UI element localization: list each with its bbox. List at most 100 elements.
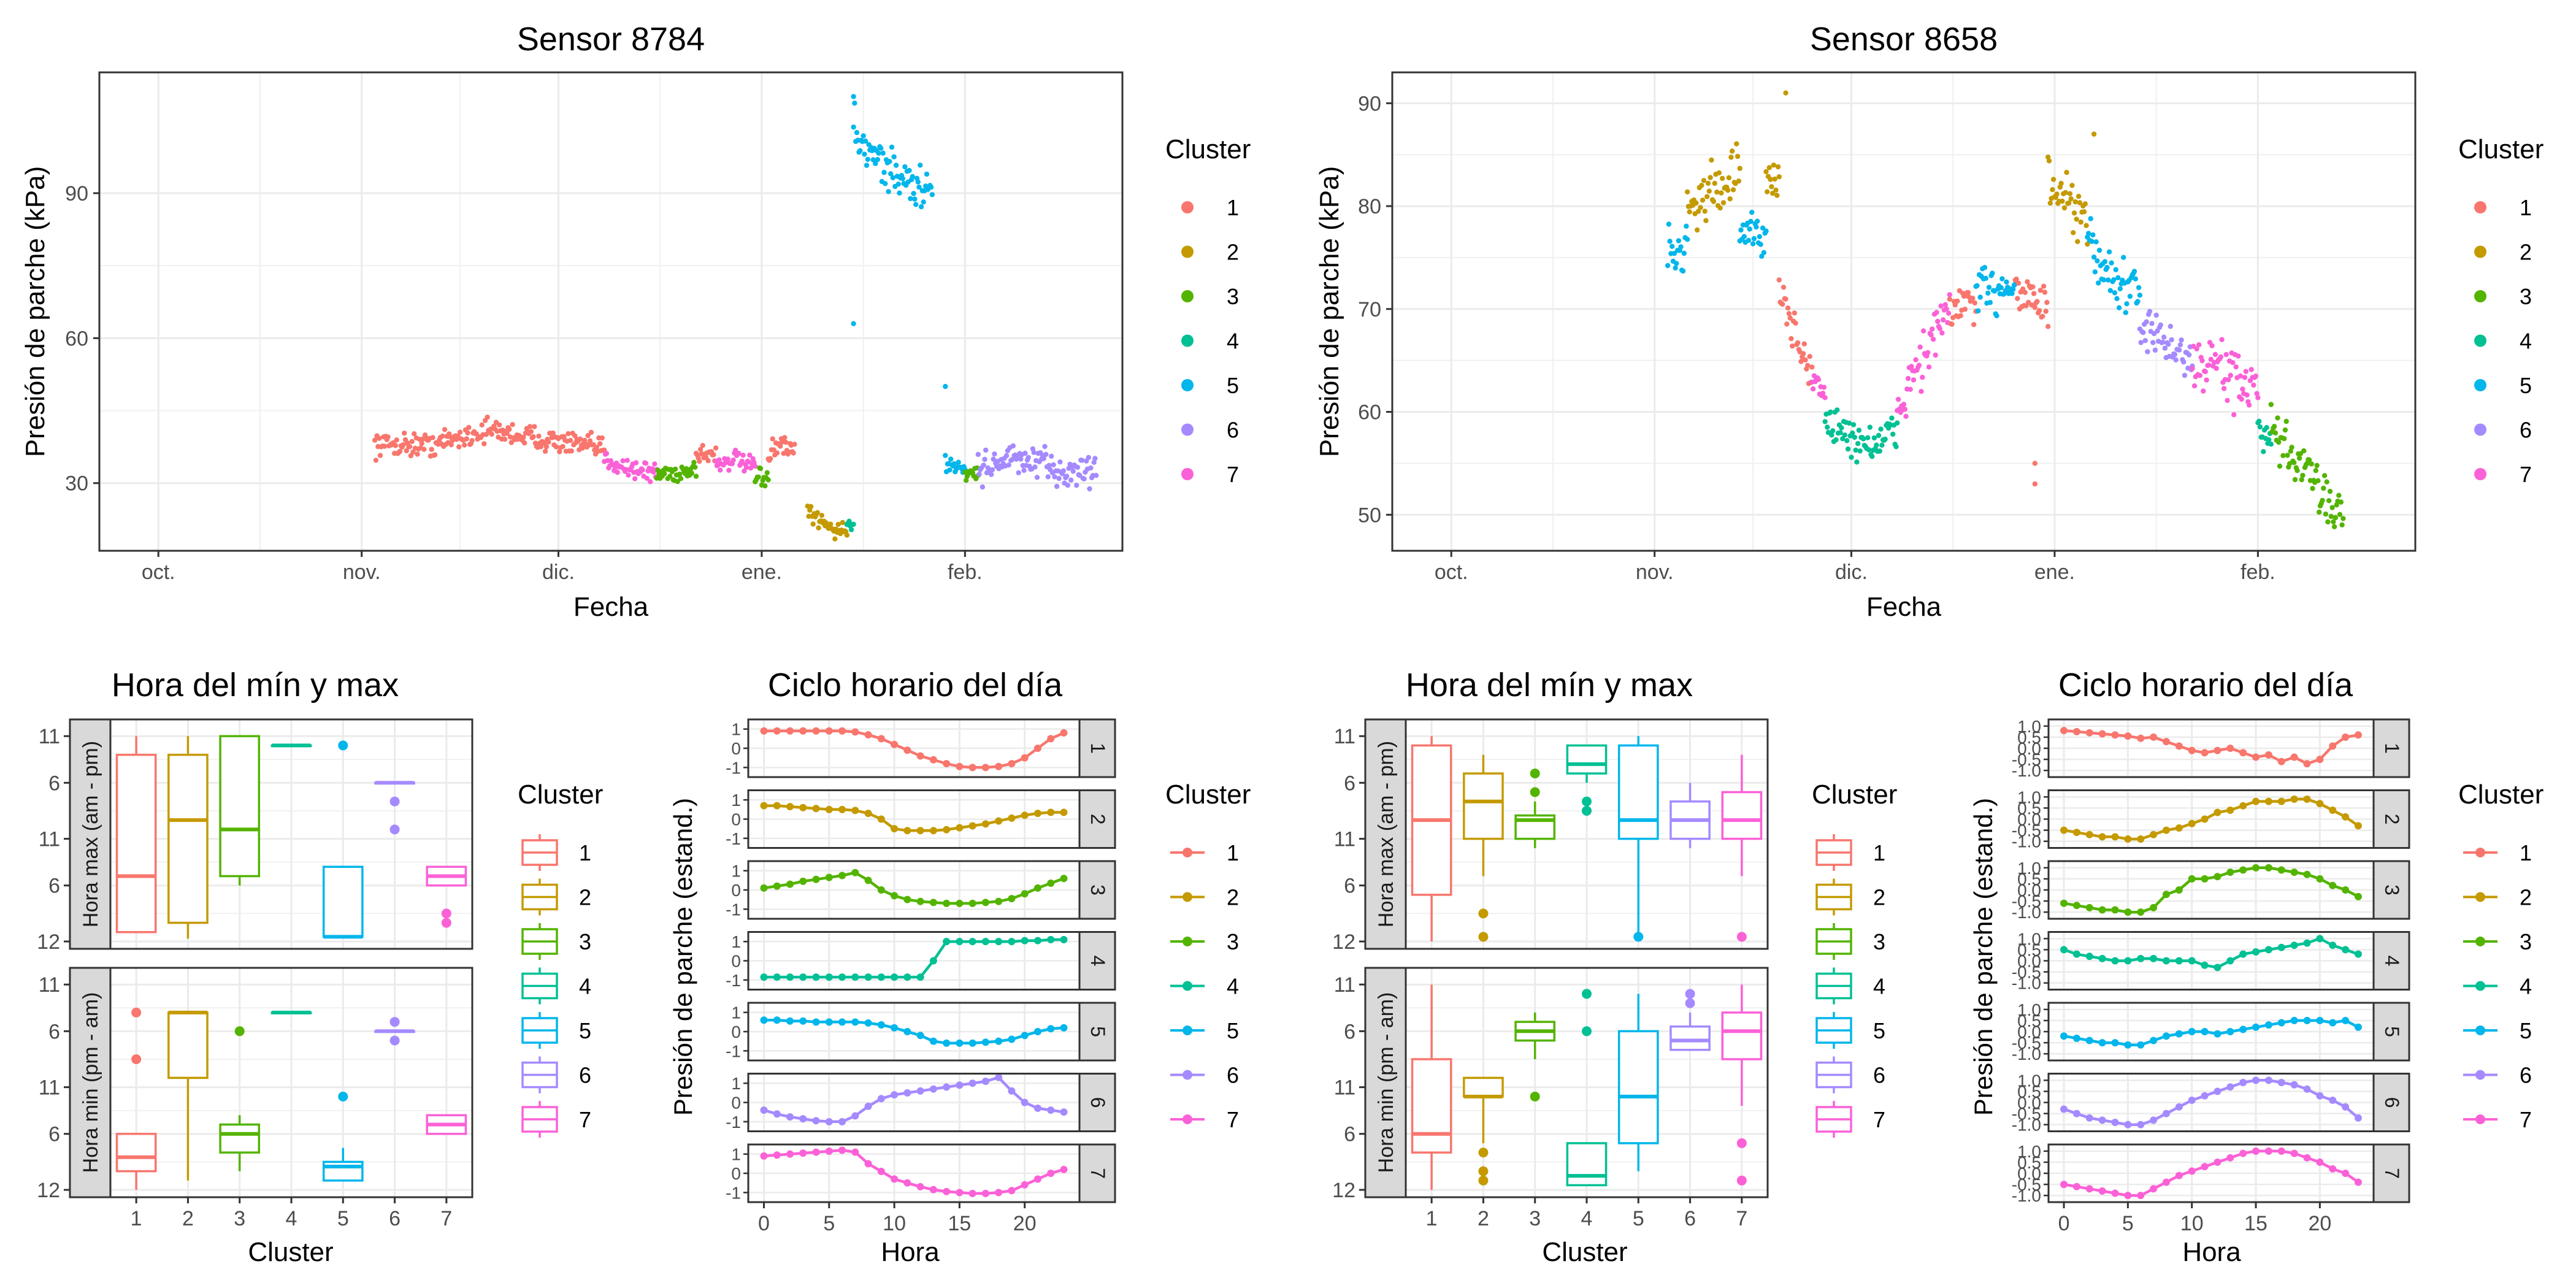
cycle-point	[1033, 1175, 1041, 1183]
data-point	[2331, 519, 2336, 524]
data-point	[481, 441, 487, 447]
data-point	[2321, 485, 2326, 491]
legend-key-point	[1183, 1070, 1192, 1080]
data-point	[2285, 453, 2290, 458]
data-point	[465, 430, 470, 435]
data-point	[1705, 180, 1711, 186]
data-point	[1947, 296, 1952, 302]
cycle-point	[786, 1017, 794, 1025]
cycle-point	[2175, 1103, 2183, 1111]
data-point	[1712, 180, 1717, 186]
data-point	[565, 431, 571, 437]
legend-title: Cluster	[1165, 780, 1251, 810]
y-tick-label: 0.5	[2017, 1011, 2041, 1030]
data-point	[1758, 242, 1763, 247]
data-point	[915, 179, 921, 185]
data-point	[1695, 209, 1701, 214]
data-point	[393, 443, 399, 448]
data-point	[409, 439, 415, 444]
cycle-point	[2264, 946, 2272, 954]
sensor-8784-plot-area	[99, 72, 1122, 551]
data-point	[2137, 293, 2143, 298]
cycle-point	[1021, 890, 1029, 898]
data-point	[2244, 392, 2250, 398]
data-point	[1920, 328, 1926, 334]
data-point	[1882, 436, 1888, 442]
cycle-point	[916, 1087, 924, 1095]
cycle-point	[2316, 1158, 2324, 1166]
cycle-point	[2188, 1167, 2196, 1175]
box-body	[167, 753, 209, 924]
data-point	[1719, 190, 1724, 196]
cycle-point	[2303, 939, 2311, 947]
cycle-point	[825, 1117, 833, 1125]
data-point	[711, 452, 716, 458]
cycle-point	[1021, 1032, 1029, 1040]
data-point	[2015, 296, 2020, 301]
cycle-point	[1060, 1165, 1068, 1173]
cycle-point	[929, 1085, 937, 1093]
data-point	[948, 456, 954, 462]
legend-title: Cluster	[1812, 780, 1897, 810]
sensor-8784-cycle-y-label: Presión de parche (estand.)	[669, 798, 697, 1116]
cycle-point	[929, 957, 937, 965]
legend-title: Cluster	[2458, 780, 2543, 810]
data-point	[1094, 473, 1099, 478]
x-tick-label: 6	[389, 1207, 401, 1230]
data-point	[979, 484, 986, 490]
data-point	[1999, 276, 2005, 282]
cycle-facet: 10-1 6	[726, 1073, 1116, 1132]
cycle-point	[995, 1073, 1003, 1081]
data-point	[1060, 468, 1067, 473]
data-point	[2237, 373, 2244, 379]
cycle-point	[1033, 937, 1041, 945]
data-point	[1939, 330, 1945, 336]
cycle-point	[2188, 875, 2196, 883]
data-point	[2329, 505, 2335, 510]
data-point	[2219, 337, 2225, 342]
data-point	[2037, 288, 2043, 293]
data-point	[2032, 481, 2038, 487]
data-point	[1678, 244, 1684, 250]
cycle-point	[2264, 1076, 2272, 1084]
box-outlier	[1530, 787, 1540, 797]
y-tick-label: -0.5	[2012, 963, 2041, 982]
cycle-point	[2239, 1078, 2247, 1086]
data-point	[1930, 326, 1935, 332]
data-point	[2058, 180, 2064, 186]
data-point	[1667, 239, 1673, 244]
data-point	[2181, 359, 2187, 365]
cycle-point	[2226, 1083, 2234, 1091]
data-point	[1934, 310, 1939, 315]
data-point	[1727, 196, 1733, 202]
data-point	[1781, 285, 1787, 290]
data-point	[875, 156, 881, 163]
data-point	[1822, 395, 1828, 401]
cycle-point	[995, 817, 1003, 825]
data-point	[1056, 475, 1062, 481]
x-tick-label: 1	[1426, 1207, 1438, 1230]
data-point	[844, 532, 850, 538]
sensor-8658-cycle-y-label: Presión de parche (estand.)	[1969, 798, 1998, 1116]
legend-label: 7	[2520, 462, 2532, 487]
data-point	[1755, 218, 1760, 224]
x-tick-label: 3	[1529, 1207, 1541, 1230]
legend-label: 6	[2520, 418, 2532, 443]
data-point	[1738, 227, 1744, 233]
data-point	[1829, 432, 1834, 438]
data-point	[1720, 200, 1727, 205]
cycle-point	[2239, 749, 2247, 757]
cycle-point	[2290, 941, 2298, 949]
cycle-point	[773, 1016, 781, 1024]
data-point	[886, 189, 891, 194]
cycle-point	[799, 727, 807, 735]
facet-strip-label: 7	[2381, 1168, 2403, 1179]
cycle-point	[838, 1018, 846, 1026]
cycle-point	[1033, 1028, 1041, 1035]
cycle-point	[2316, 756, 2324, 764]
data-point	[2339, 522, 2345, 527]
data-point	[1074, 483, 1079, 488]
legend-label: 5	[1227, 1018, 1239, 1043]
data-point	[1034, 475, 1040, 480]
data-point	[2236, 353, 2241, 359]
